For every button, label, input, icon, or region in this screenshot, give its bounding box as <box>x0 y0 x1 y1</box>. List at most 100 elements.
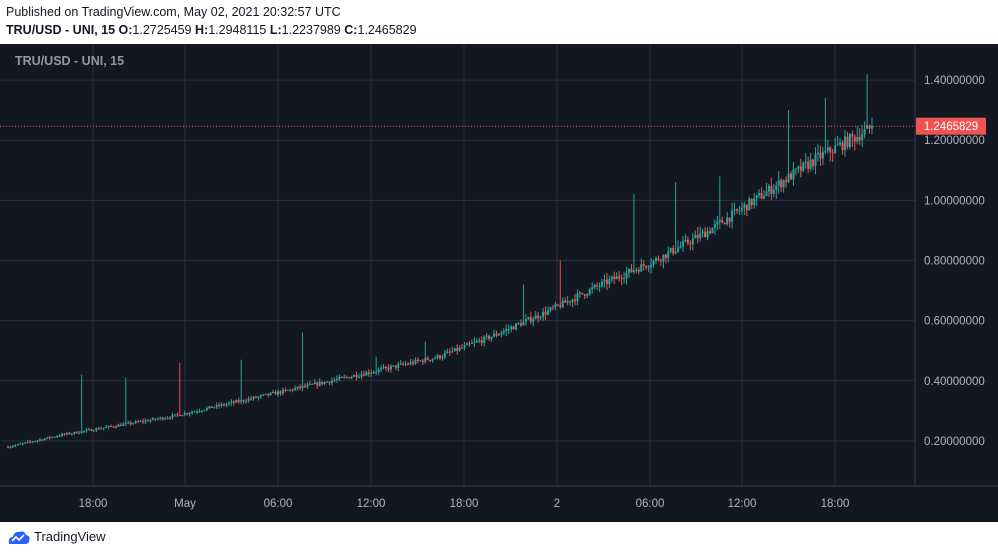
candle-body <box>461 347 464 349</box>
candle-body <box>333 379 336 381</box>
candle-body <box>281 389 284 394</box>
candle-body <box>382 366 385 369</box>
candle-body <box>866 125 869 129</box>
candle-body <box>70 433 73 435</box>
candle-body <box>387 367 390 370</box>
candle-body <box>529 317 532 322</box>
candle-body <box>578 292 581 294</box>
candle-body <box>313 382 316 385</box>
open-label: O: <box>118 23 133 37</box>
chart-header: Published on TradingView.com, May 02, 20… <box>0 0 998 44</box>
candlestick-chart[interactable]: 0.20000000 0.40000000 0.60000000 0.80000000… <box>0 44 998 522</box>
candle-body <box>24 442 27 444</box>
candle-body <box>856 136 859 142</box>
candle-body <box>171 414 174 418</box>
candle-body <box>466 343 468 346</box>
candle-body <box>628 268 630 273</box>
candle-body <box>291 389 294 391</box>
candle-body <box>331 380 333 384</box>
candle-body <box>159 417 162 419</box>
candle-body <box>441 357 444 359</box>
candle-body <box>645 266 648 268</box>
candle-body <box>289 389 292 391</box>
candle-body <box>436 355 439 359</box>
y-tick-label: 0.60000000 <box>924 316 985 328</box>
candle-body <box>34 441 36 443</box>
candle-body <box>431 358 434 361</box>
candle-body <box>502 330 505 333</box>
candle-body <box>286 389 289 391</box>
candle-body <box>419 360 422 362</box>
x-tick-label: 18:00 <box>79 498 108 510</box>
candle-body <box>596 285 599 287</box>
candle-body <box>586 294 589 296</box>
candle-body <box>348 377 351 379</box>
candle-body <box>664 254 667 259</box>
candle-body <box>515 323 518 330</box>
last-price-badge <box>916 117 986 135</box>
candle-body <box>797 166 800 169</box>
candle-body <box>68 432 71 435</box>
candle-body <box>588 289 591 295</box>
candle-body <box>321 381 324 384</box>
candle-body <box>323 381 326 384</box>
time-axis[interactable]: 18:00 May 06:00 12:00 18:00 2 06:00 12:00 18:00 <box>79 498 850 510</box>
candle-body <box>709 231 711 234</box>
candle-body <box>227 402 230 405</box>
candle-body <box>605 279 608 284</box>
candle-body <box>78 432 81 434</box>
candle-body <box>448 351 451 353</box>
candle-body <box>100 428 103 430</box>
candle-body <box>863 128 866 135</box>
candle-body <box>507 329 510 331</box>
candle-body <box>711 228 714 234</box>
candle-body <box>743 204 746 208</box>
candle-body <box>372 372 375 374</box>
candle-body <box>758 193 761 196</box>
candle-body <box>583 294 586 296</box>
candle-body <box>176 414 179 416</box>
candle-body <box>73 431 76 434</box>
candle-body <box>353 375 356 377</box>
candle-body <box>193 411 196 413</box>
candle-body <box>223 404 225 406</box>
candle-body <box>367 372 370 374</box>
candle-body <box>407 363 410 365</box>
candle-body <box>279 391 282 394</box>
candle-body <box>620 278 623 280</box>
candle-body <box>848 134 851 148</box>
candle-body <box>350 376 353 379</box>
candle-body <box>603 279 606 282</box>
candle-body <box>394 365 397 368</box>
candle-body <box>245 401 248 403</box>
candle-body <box>220 404 223 406</box>
candle-body <box>772 189 775 194</box>
candle-body <box>598 286 601 288</box>
candle-body <box>844 136 846 150</box>
chart-title: TRU/USD - UNI, 15 <box>15 54 124 68</box>
candle-body <box>542 311 545 318</box>
candle-body <box>485 335 488 337</box>
candle-body <box>277 391 279 395</box>
candle-body <box>851 134 854 137</box>
candle-body <box>164 418 167 420</box>
candle-body <box>814 154 817 166</box>
candle-body <box>409 362 412 365</box>
candle-body <box>770 186 773 194</box>
price-axis[interactable]: 0.20000000 0.40000000 0.60000000 0.80000000… <box>924 75 985 448</box>
candle-body <box>132 423 135 425</box>
candle-body <box>642 264 645 267</box>
candle-body <box>397 364 400 368</box>
candle-body <box>674 251 677 254</box>
candle-body <box>470 342 473 344</box>
candle-body <box>858 136 861 141</box>
candle-body <box>21 443 24 445</box>
candle-body <box>392 365 395 367</box>
candle-body <box>659 260 662 262</box>
candle-body <box>608 279 611 284</box>
candle-body <box>29 441 32 443</box>
candle-body <box>527 317 530 320</box>
candle-body <box>748 198 751 211</box>
candle-body <box>760 193 763 199</box>
candle-body <box>780 180 783 188</box>
